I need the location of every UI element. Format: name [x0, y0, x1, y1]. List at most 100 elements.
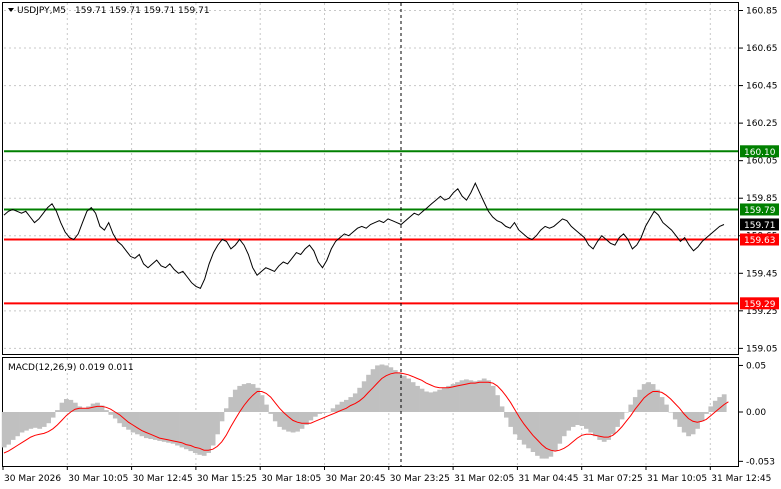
- time-tick-label: 30 Mar 15:25: [197, 474, 257, 484]
- current-price-label: 159.71: [744, 221, 776, 231]
- macd-bar: [166, 412, 171, 443]
- price-tick-label: 160.25: [746, 119, 778, 129]
- macd-bar: [659, 397, 665, 412]
- macd-bar: [592, 412, 598, 437]
- macd-bar: [104, 410, 109, 412]
- macd-bar: [366, 374, 371, 412]
- macd-bar: [672, 412, 678, 420]
- macd-bar: [15, 412, 20, 437]
- macd-bar: [544, 412, 549, 459]
- macd-bar: [579, 412, 585, 426]
- macd-bar: [441, 387, 447, 412]
- macd-bar: [459, 380, 465, 412]
- macd-y-axis: 0.05 0.00 -0.053: [739, 361, 775, 467]
- ohlc-values: 159.71 159.71 159.71 159.71: [75, 6, 210, 16]
- macd-bar: [19, 412, 25, 433]
- macd-bar: [575, 412, 580, 425]
- price-level-label: 159.63: [744, 236, 776, 246]
- macd-bar: [246, 383, 251, 412]
- price-levels: [4, 150, 738, 305]
- macd-bar: [37, 412, 43, 429]
- macd-bar: [321, 412, 327, 413]
- macd-bar: [50, 412, 56, 418]
- time-tick-label: 30 Mar 12:45: [133, 474, 193, 484]
- macd-bar: [432, 391, 438, 412]
- macd-bar: [610, 412, 616, 435]
- macd-bar: [588, 412, 594, 433]
- macd-bar: [712, 400, 718, 412]
- macd-bar: [668, 412, 674, 413]
- time-tick-label: 31 Mar 07:25: [583, 474, 643, 484]
- price-level-label: 160.10: [744, 148, 776, 158]
- macd-bar: [139, 412, 145, 437]
- macd-bar: [424, 391, 429, 412]
- macd-bar: [192, 412, 198, 453]
- price-series-line: [3, 182, 725, 289]
- macd-tick-label: 0.05: [746, 361, 766, 371]
- macd-bar: [59, 402, 65, 412]
- macd-bar: [486, 380, 491, 412]
- macd-bar: [632, 397, 638, 412]
- macd-tick-label: 0.00: [746, 408, 766, 418]
- macd-bar: [121, 412, 127, 427]
- macd-bar: [681, 412, 687, 433]
- macd-bar: [90, 403, 96, 412]
- macd-bar: [557, 412, 563, 444]
- macd-bar: [335, 404, 340, 412]
- macd-bar: [601, 412, 607, 442]
- macd-bar: [406, 378, 411, 412]
- macd-bar: [597, 412, 603, 440]
- price-tick-label: 160.85: [746, 7, 778, 17]
- dropdown-arrow-icon[interactable]: [8, 8, 14, 12]
- macd-bar: [566, 412, 571, 431]
- macd-bar: [312, 412, 318, 417]
- macd-bar: [10, 412, 16, 440]
- macd-bar: [299, 412, 305, 429]
- macd-bar: [135, 412, 140, 435]
- macd-bar: [126, 412, 131, 430]
- macd-bar: [148, 412, 154, 439]
- macd-label: MACD(12,26,9) 0.019 0.011: [8, 363, 134, 373]
- macd-bar: [210, 412, 216, 446]
- price-panel-frame: [2, 2, 739, 355]
- macd-bar: [450, 384, 456, 412]
- macd-bar: [228, 397, 234, 412]
- macd-bar: [624, 412, 629, 413]
- macd-bar: [664, 404, 669, 412]
- macd-bar: [552, 412, 558, 452]
- macd-bar: [530, 412, 536, 452]
- macd-bar: [410, 382, 416, 412]
- macd-bar: [130, 412, 136, 433]
- price-level-label: 159.79: [744, 206, 776, 216]
- macd-bar: [77, 406, 83, 412]
- current-price-tag: [740, 218, 779, 231]
- macd-bar: [628, 404, 634, 412]
- macd-bar: [650, 384, 656, 412]
- macd-bar: [197, 412, 203, 455]
- macd-bar: [517, 412, 523, 440]
- macd-bar: [95, 402, 100, 412]
- macd-bar: [317, 412, 323, 414]
- macd-bar: [437, 389, 443, 412]
- time-tick-label: 31 Mar 04:45: [518, 474, 578, 484]
- macd-bar: [72, 402, 78, 412]
- macd-bar: [308, 412, 314, 421]
- macd-bar: [619, 412, 625, 420]
- price-tick-label: 159.85: [746, 194, 778, 204]
- macd-bar: [41, 412, 47, 427]
- macd-bar: [339, 401, 345, 412]
- macd-bar: [286, 412, 291, 432]
- macd-bar: [677, 412, 683, 427]
- macd-bar: [28, 412, 34, 429]
- price-level-label: 159.29: [744, 300, 776, 310]
- macd-bar: [477, 380, 483, 412]
- macd-bar: [455, 382, 460, 412]
- price-level-labels: 160.10 159.79 159.63 159.29 159.71: [740, 145, 779, 310]
- macd-bar: [201, 412, 207, 456]
- macd-bar: [32, 412, 38, 428]
- macd-bar: [112, 412, 118, 419]
- macd-bar: [472, 381, 478, 412]
- macd-bar: [232, 389, 238, 412]
- macd-bar: [388, 367, 394, 412]
